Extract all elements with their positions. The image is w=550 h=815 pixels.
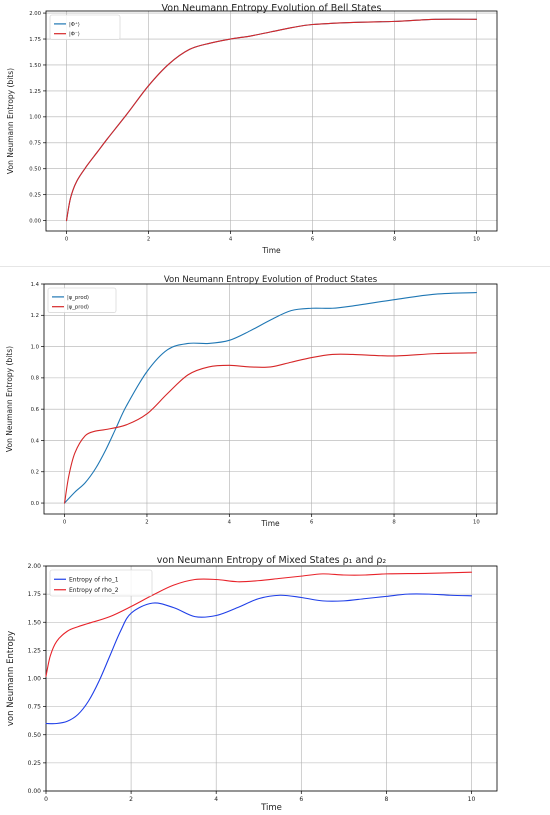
chart-2-xtick-label-1: 2 [129,796,133,803]
chart-2-xtick-label-3: 6 [299,796,303,803]
chart-2-legend [49,569,153,597]
chart-0-ytick-label-7: 1.75 [29,37,41,43]
chart-1-legend-label-1: |ψ_prod⟩ [67,304,89,311]
chart-1-xtick-label-1: 2 [145,519,148,525]
chart-0-xtick-label-2: 4 [229,236,233,242]
mixed-states-chart: 0 2 4 6 8 10 0.00 0.25 0.50 0.75 1.00 1.25 1.50 1.75 2… [0,548,550,815]
chart-0-title: Von Neumann Entropy Evolution of Bell St… [162,3,382,14]
chart-1-ytick-label-5: 1.0 [31,344,40,350]
chart-1-plot-frame [43,283,498,515]
chart-2-ytick-label-4: 1.00 [28,676,42,683]
bell-states-chart-svg: 0 2 4 6 8 10 0.00 0.25 0.50 0.75 1.00 1.25 1.50 1.75 2… [6,3,498,255]
chart-1-xtick-label-0: 0 [63,519,67,525]
chart-0-xtick-label-5: 10 [473,236,480,242]
chart-2-xtick-label-0: 0 [44,796,48,803]
chart-0-xlabel: Time [261,246,281,255]
chart-1-ytick-label-4: 0.8 [31,376,40,382]
chart-1-ytick-label-3: 0.6 [31,407,40,413]
chart-0-legend-label-1: |Φ⁻⟩ [69,31,80,38]
chart-2-series-line-0 [45,593,473,725]
chart-2-legend-label-1: Entropy of rho_2 [69,587,119,594]
chart-0-ytick-label-0: 0.00 [29,218,41,224]
chart-0-series-line-1 [65,18,478,222]
chart-1-xlabel: Time [260,519,280,528]
chart-2-ylabel: von Neumann Entropy [6,631,16,726]
chart-0-ytick-label-4: 1.00 [29,115,41,121]
chart-2-series-line-1 [45,571,473,677]
chart-0-ytick-label-5: 1.25 [29,89,41,95]
chart-2-legend-label-0: Entropy of rho_1 [69,576,119,583]
mixed-states-chart-svg: 0 2 4 6 8 10 0.00 0.25 0.50 0.75 1.00 1.25 1.50 1.75 2… [6,555,498,813]
chart-0-legend-label-0: |Φ⁺⟩ [69,21,80,28]
bell-states-chart: 0 2 4 6 8 10 0.00 0.25 0.50 0.75 1.00 1.25 1.50 1.75 2… [0,0,550,262]
chart-2-xtick-label-5: 10 [468,796,476,803]
product-states-chart-svg: 0 2 4 6 8 10 0.0 0.2 0.4 0.6 0.8 1.0 1.2 1.4 Von Neuma… [5,275,498,528]
chart-2-ytick-label-1: 0.25 [28,760,42,767]
chart-1-legend [47,287,117,313]
chart-2-ytick-label-6: 1.50 [28,619,42,626]
chart-1-xtick-label-4: 8 [392,519,396,525]
chart-2-ytick-label-7: 1.75 [28,591,42,598]
chart-2-title: von Neumann Entropy of Mixed States ρ₁ a… [157,555,387,566]
chart-1-legend-label-0: |ψ_prod⟩ [67,294,89,301]
chart-1-title: Von Neumann Entropy Evolution of Product… [164,275,378,285]
chart-0-series-line-0 [65,18,478,222]
chart-0-ytick-label-8: 2.00 [29,11,41,17]
chart-0-ytick-label-2: 0.50 [29,167,41,173]
chart-1-ytick-label-1: 0.2 [31,470,39,476]
chart-2-xlabel: Time [260,803,282,813]
chart-0-xtick-label-0: 0 [65,236,69,242]
chart-2-ytick-label-3: 0.75 [28,704,42,711]
chart-2-xtick-label-2: 4 [214,796,218,803]
chart-1-ytick-label-7: 1.4 [31,282,40,288]
chart-1-ytick-label-2: 0.4 [31,438,40,444]
chart-1-xtick-label-5: 10 [473,519,480,525]
chart-1-ytick-label-0: 0.0 [31,501,40,507]
chart-0-ytick-label-3: 0.75 [29,141,41,147]
chart-2-ytick-label-5: 1.25 [28,647,42,654]
chart-2-ytick-label-8: 2.00 [28,563,42,570]
chart-0-xtick-label-1: 2 [147,236,150,242]
chart-1-xtick-label-3: 6 [310,519,314,525]
chart-2-xtick-label-4: 8 [384,796,388,803]
chart-1-ylabel: Von Neumann Entropy (bits) [5,346,14,452]
chart-0-ylabel: Von Neumann Entropy (bits) [6,68,15,174]
chart-0-legend [49,14,121,40]
chart-1-ytick-label-6: 1.2 [31,313,39,319]
chart-2-ytick-label-0: 0.00 [28,788,42,795]
chart-2-ytick-label-2: 0.50 [28,732,42,739]
chart-1-series-line-0 [64,292,477,504]
chart-0-xtick-label-3: 6 [311,236,315,242]
chart-0-plot-frame [45,10,498,232]
chart-0-ytick-label-6: 1.50 [29,63,41,69]
chart-0-ytick-label-1: 0.25 [29,193,41,199]
product-states-chart: 0 2 4 6 8 10 0.0 0.2 0.4 0.6 0.8 1.0 1.2 1.4 Von Neuma… [0,266,550,531]
chart-1-xtick-label-2: 4 [228,519,232,525]
chart-0-xtick-label-4: 8 [393,236,397,242]
chart-1-series-line-1 [64,352,477,504]
